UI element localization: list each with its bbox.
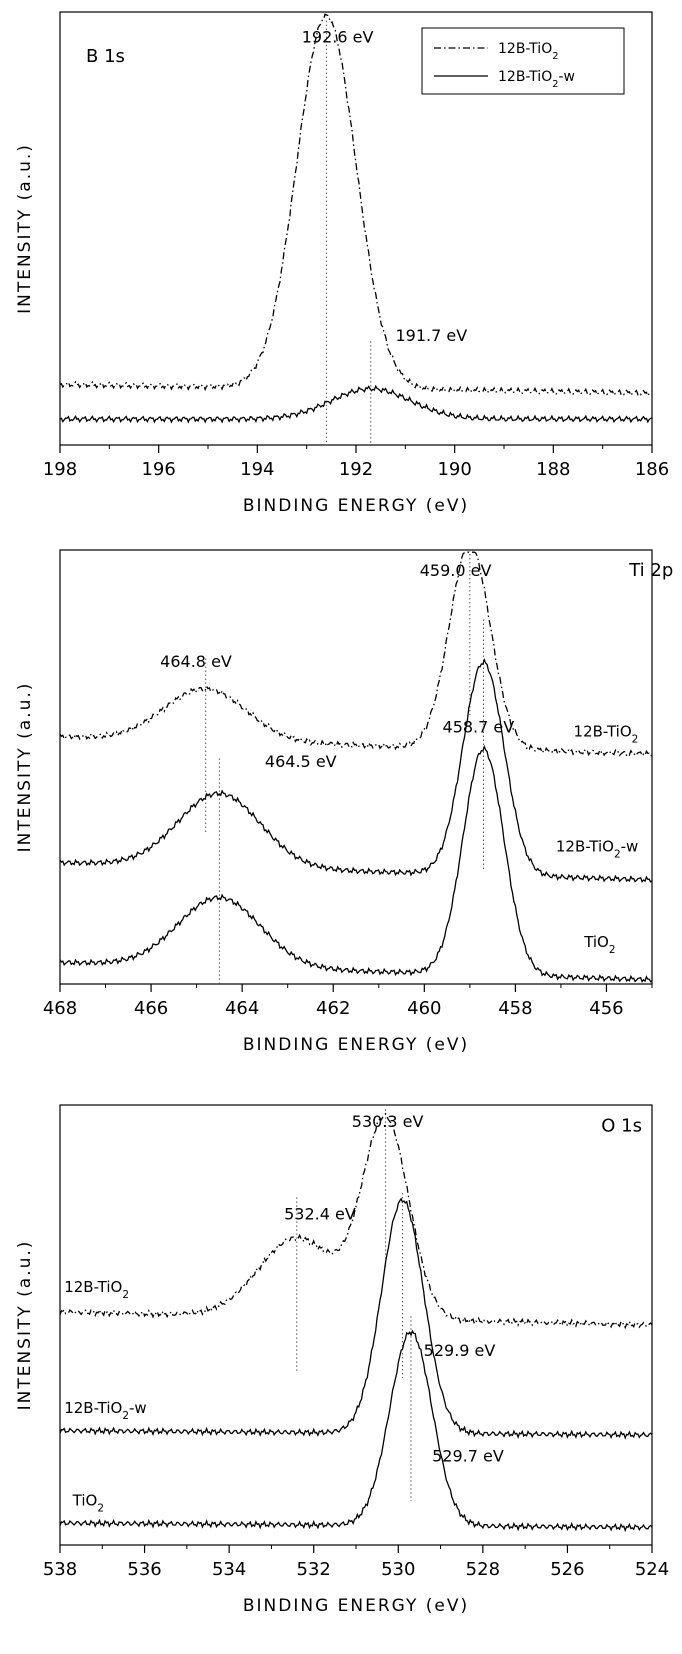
panel-title: Ti 2p xyxy=(628,560,673,581)
x-tick-label: 530 xyxy=(381,1559,415,1580)
series-line-12b-tio2-w xyxy=(59,657,653,883)
y-axis-title: INTENSITY (a.u.) xyxy=(15,682,35,853)
peak-annotation: 464.5 eV xyxy=(265,752,337,771)
series-line-tio2 xyxy=(59,1329,653,1533)
x-axis-title: BINDING ENERGY (eV) xyxy=(243,1035,469,1055)
series-line-12b-tio2-w xyxy=(59,384,653,424)
series-line-12b-tio2 xyxy=(59,1112,653,1330)
legend-box xyxy=(421,27,625,95)
x-tick-label: 190 xyxy=(437,459,471,480)
panel-title: B 1s xyxy=(86,46,125,67)
x-tick-label: 468 xyxy=(43,998,77,1019)
peak-annotation: 464.8 eV xyxy=(160,652,232,671)
plot-frame xyxy=(59,549,653,985)
series-label: 12B-TiO2-w xyxy=(556,838,638,861)
x-axis-title: BINDING ENERGY (eV) xyxy=(243,1596,469,1616)
peak-annotation: 192.6 eV xyxy=(302,27,374,46)
x-tick-label: 198 xyxy=(43,459,77,480)
x-tick-label: 194 xyxy=(240,459,274,480)
series-line-tio2 xyxy=(59,744,653,983)
series-line-12b-tio2 xyxy=(59,551,653,758)
panel-title: O 1s xyxy=(601,1115,642,1136)
x-tick-label: 536 xyxy=(127,1559,161,1580)
x-tick-label: 462 xyxy=(316,998,350,1019)
legend-label: 12B-TiO2-w xyxy=(498,69,575,90)
peak-annotation: 529.9 eV xyxy=(424,1341,496,1360)
legend-label: 12B-TiO2 xyxy=(498,41,558,62)
series-line-12b-tio2 xyxy=(59,13,653,398)
x-tick-label: 538 xyxy=(43,1559,77,1580)
series-label: 12B-TiO2 xyxy=(574,723,639,746)
x-tick-label: 460 xyxy=(407,998,441,1019)
x-tick-label: 532 xyxy=(297,1559,331,1580)
y-axis-title: INTENSITY (a.u.) xyxy=(15,143,35,314)
peak-annotation: 532.4 eV xyxy=(284,1204,356,1223)
y-axis-title: INTENSITY (a.u.) xyxy=(15,1240,35,1411)
x-tick-label: 528 xyxy=(466,1559,500,1580)
x-tick-label: 192 xyxy=(339,459,373,480)
x-tick-label: 526 xyxy=(550,1559,584,1580)
x-axis-title: BINDING ENERGY (eV) xyxy=(243,496,469,516)
x-tick-label: 464 xyxy=(225,998,259,1019)
series-label: TiO2 xyxy=(583,933,615,956)
plot-frame xyxy=(59,1104,653,1546)
series-line-12b-tio2-w xyxy=(59,1197,653,1440)
x-tick-label: 466 xyxy=(134,998,168,1019)
peak-annotation: 529.7 eV xyxy=(432,1446,504,1465)
peak-annotation: 530.3 eV xyxy=(352,1112,424,1131)
chart-panel-2: 468 466 464 462 460 458 456 BINDING ENERGY (eV)… xyxy=(15,549,673,1055)
chart-panel-1: 198 196 194 192 190 188 186 BINDING ENERGY (eV)… xyxy=(15,11,669,516)
x-tick-label: 188 xyxy=(536,459,570,480)
series-label: 12B-TiO2-w xyxy=(64,1399,146,1422)
legend: 12B-TiO2 12B-TiO2-w xyxy=(421,27,625,95)
peak-annotation: 459.0 eV xyxy=(420,561,492,580)
x-tick-label: 524 xyxy=(635,1559,669,1580)
x-tick-label: 186 xyxy=(635,459,669,480)
peak-annotation: 191.7 eV xyxy=(395,326,467,345)
peak-annotation: 458.7 eV xyxy=(443,717,515,736)
x-tick-label: 534 xyxy=(212,1559,246,1580)
x-tick-label: 196 xyxy=(141,459,175,480)
x-tick-label: 456 xyxy=(589,998,623,1019)
x-tick-label: 458 xyxy=(498,998,532,1019)
chart-panel-3: 538 536 534 532 530 528 526 524 BINDING ENERGY (… xyxy=(15,1104,669,1616)
series-label: 12B-TiO2 xyxy=(64,1278,129,1301)
series-label: TiO2 xyxy=(72,1491,104,1514)
